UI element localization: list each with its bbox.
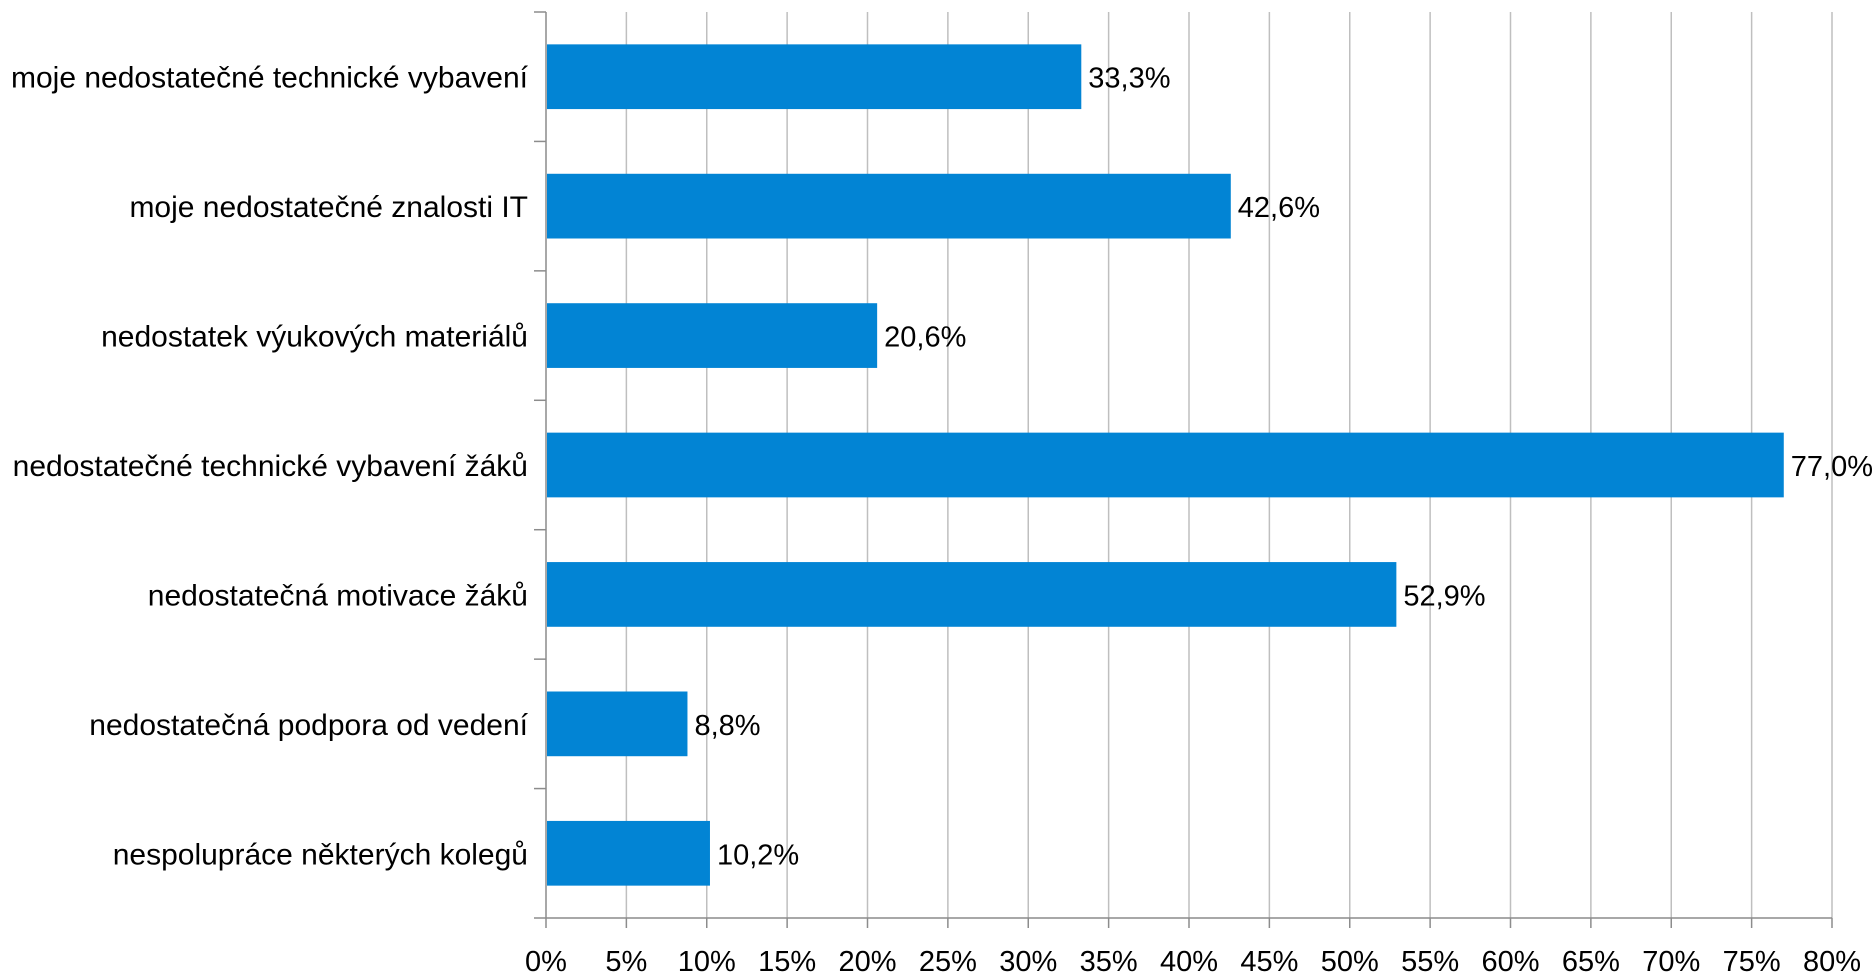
x-tick-label: 20% (838, 946, 896, 975)
data-label: 77,0% (1791, 451, 1873, 483)
x-tick-label: 10% (678, 946, 736, 975)
bar (547, 432, 1784, 498)
category-label: moje nedostatečné znalosti IT (129, 191, 528, 224)
x-tick-label: 30% (999, 946, 1057, 975)
x-tick-label: 80% (1803, 946, 1861, 975)
x-tick-label: 25% (919, 946, 977, 975)
category-label: nedostatečná motivace žáků (148, 579, 528, 612)
data-label: 8,8% (694, 710, 760, 742)
data-label: 20,6% (884, 322, 966, 354)
data-label: 10,2% (717, 839, 799, 871)
x-tick-label: 35% (1080, 946, 1138, 975)
x-tick-label: 0% (525, 946, 567, 975)
bar (547, 44, 1082, 110)
x-tick-label: 65% (1562, 946, 1620, 975)
x-tick-labels: 0% 5% 10% 15% 20% 25% 30% 35% 40% 45% 50% 55% 60% 65%… (525, 946, 1861, 975)
x-tick-label: 70% (1642, 946, 1700, 975)
bars (547, 44, 1784, 886)
bar (547, 562, 1397, 627)
axes (534, 11, 1833, 928)
x-tick-label: 40% (1160, 946, 1218, 975)
x-tick-label: 50% (1321, 946, 1379, 975)
data-label: 52,9% (1403, 580, 1485, 612)
category-label: nedostatek výukových materiálů (101, 321, 528, 354)
category-label: nedostatečné technické vybavení žáků (13, 450, 528, 483)
category-labels: moje nedostatečné technické vybavení moje… (11, 62, 529, 872)
x-tick-label: 75% (1723, 946, 1781, 975)
category-label: nespolupráce některých kolegů (113, 838, 528, 871)
x-tick-label: 5% (605, 946, 647, 975)
bar (547, 691, 688, 757)
x-tick-label: 45% (1240, 946, 1298, 975)
category-label: nedostatečná podpora od vedení (89, 709, 528, 742)
bar (547, 820, 710, 886)
bar (547, 173, 1231, 239)
x-tick-label: 15% (758, 946, 816, 975)
category-label: moje nedostatečné technické vybavení (11, 62, 529, 95)
bar (547, 303, 878, 368)
x-tick-label: 55% (1401, 946, 1459, 975)
x-tick-label: 60% (1481, 946, 1539, 975)
data-label: 42,6% (1238, 192, 1320, 224)
value-labels: 33,3% 42,6% 20,6% 77,0% 52,9% 8,8% 10,2% (694, 63, 1873, 872)
data-label: 33,3% (1088, 63, 1170, 95)
